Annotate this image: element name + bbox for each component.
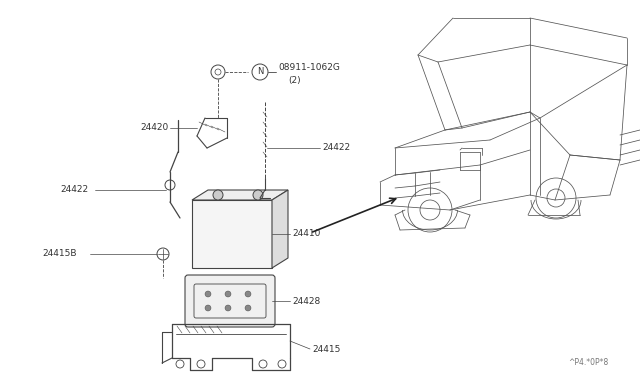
Circle shape <box>253 190 263 200</box>
Text: 24410: 24410 <box>292 230 321 238</box>
Text: ^P4.*0P*8: ^P4.*0P*8 <box>568 358 608 367</box>
FancyBboxPatch shape <box>185 275 275 327</box>
Text: 24422: 24422 <box>322 144 350 153</box>
Polygon shape <box>272 190 288 268</box>
Text: 24422: 24422 <box>60 186 88 195</box>
Circle shape <box>213 190 223 200</box>
Polygon shape <box>192 190 288 200</box>
Circle shape <box>225 305 231 311</box>
Text: 08911-1062G: 08911-1062G <box>278 64 340 73</box>
Circle shape <box>245 291 251 297</box>
Circle shape <box>225 291 231 297</box>
Bar <box>192 200 272 268</box>
Text: 24420: 24420 <box>140 124 168 132</box>
Text: 24415: 24415 <box>312 344 340 353</box>
Text: 24415B: 24415B <box>42 250 77 259</box>
Circle shape <box>205 291 211 297</box>
Text: 24428: 24428 <box>292 296 320 305</box>
Text: (2): (2) <box>288 77 301 86</box>
Text: N: N <box>257 67 263 77</box>
Circle shape <box>205 305 211 311</box>
Circle shape <box>245 305 251 311</box>
